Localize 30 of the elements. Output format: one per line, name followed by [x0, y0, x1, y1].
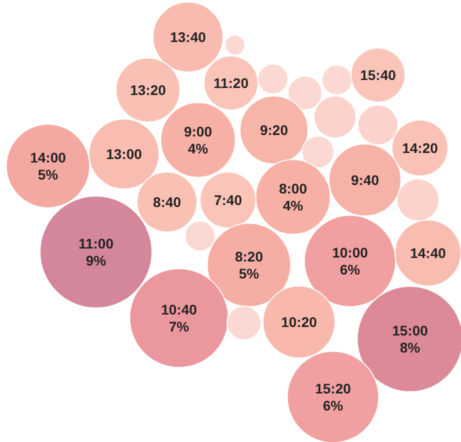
category-label: 10:20 [281, 314, 318, 330]
category-label: 9:00 [184, 124, 212, 140]
data-label: 5% [238, 266, 260, 282]
data-label: 9% [86, 252, 107, 268]
category-label: 15:00 [392, 322, 428, 338]
category-label: 9:20 [260, 122, 288, 138]
category-label: 10:40 [161, 302, 198, 318]
category-label: 14:20 [402, 140, 438, 156]
data-label: 4% [188, 140, 209, 156]
category-label: 11:20 [213, 75, 249, 91]
category-label: 8:20 [234, 248, 264, 264]
data-label: 5% [38, 166, 59, 182]
data-label: 7% [168, 318, 190, 334]
category-label: 10:00 [332, 244, 368, 260]
data-label: 8% [400, 340, 421, 356]
data-label: 6% [322, 398, 344, 414]
data-label: 6% [340, 262, 361, 278]
category-label: 13:20 [130, 82, 166, 98]
category-label: 15:40 [360, 67, 396, 83]
category-label: 9:40 [350, 172, 380, 188]
category-label: 8:00 [278, 180, 308, 196]
category-label: 13:40 [170, 29, 206, 45]
category-label: 11:00 [78, 236, 114, 252]
category-label: 14:00 [30, 150, 66, 166]
category-label: 15:20 [315, 380, 352, 396]
category-label: 14:40 [410, 245, 446, 261]
category-label: 7:40 [214, 192, 242, 208]
category-label: 8:40 [152, 194, 182, 210]
category-label: 13:00 [106, 146, 142, 162]
data-label: 4% [282, 198, 304, 214]
